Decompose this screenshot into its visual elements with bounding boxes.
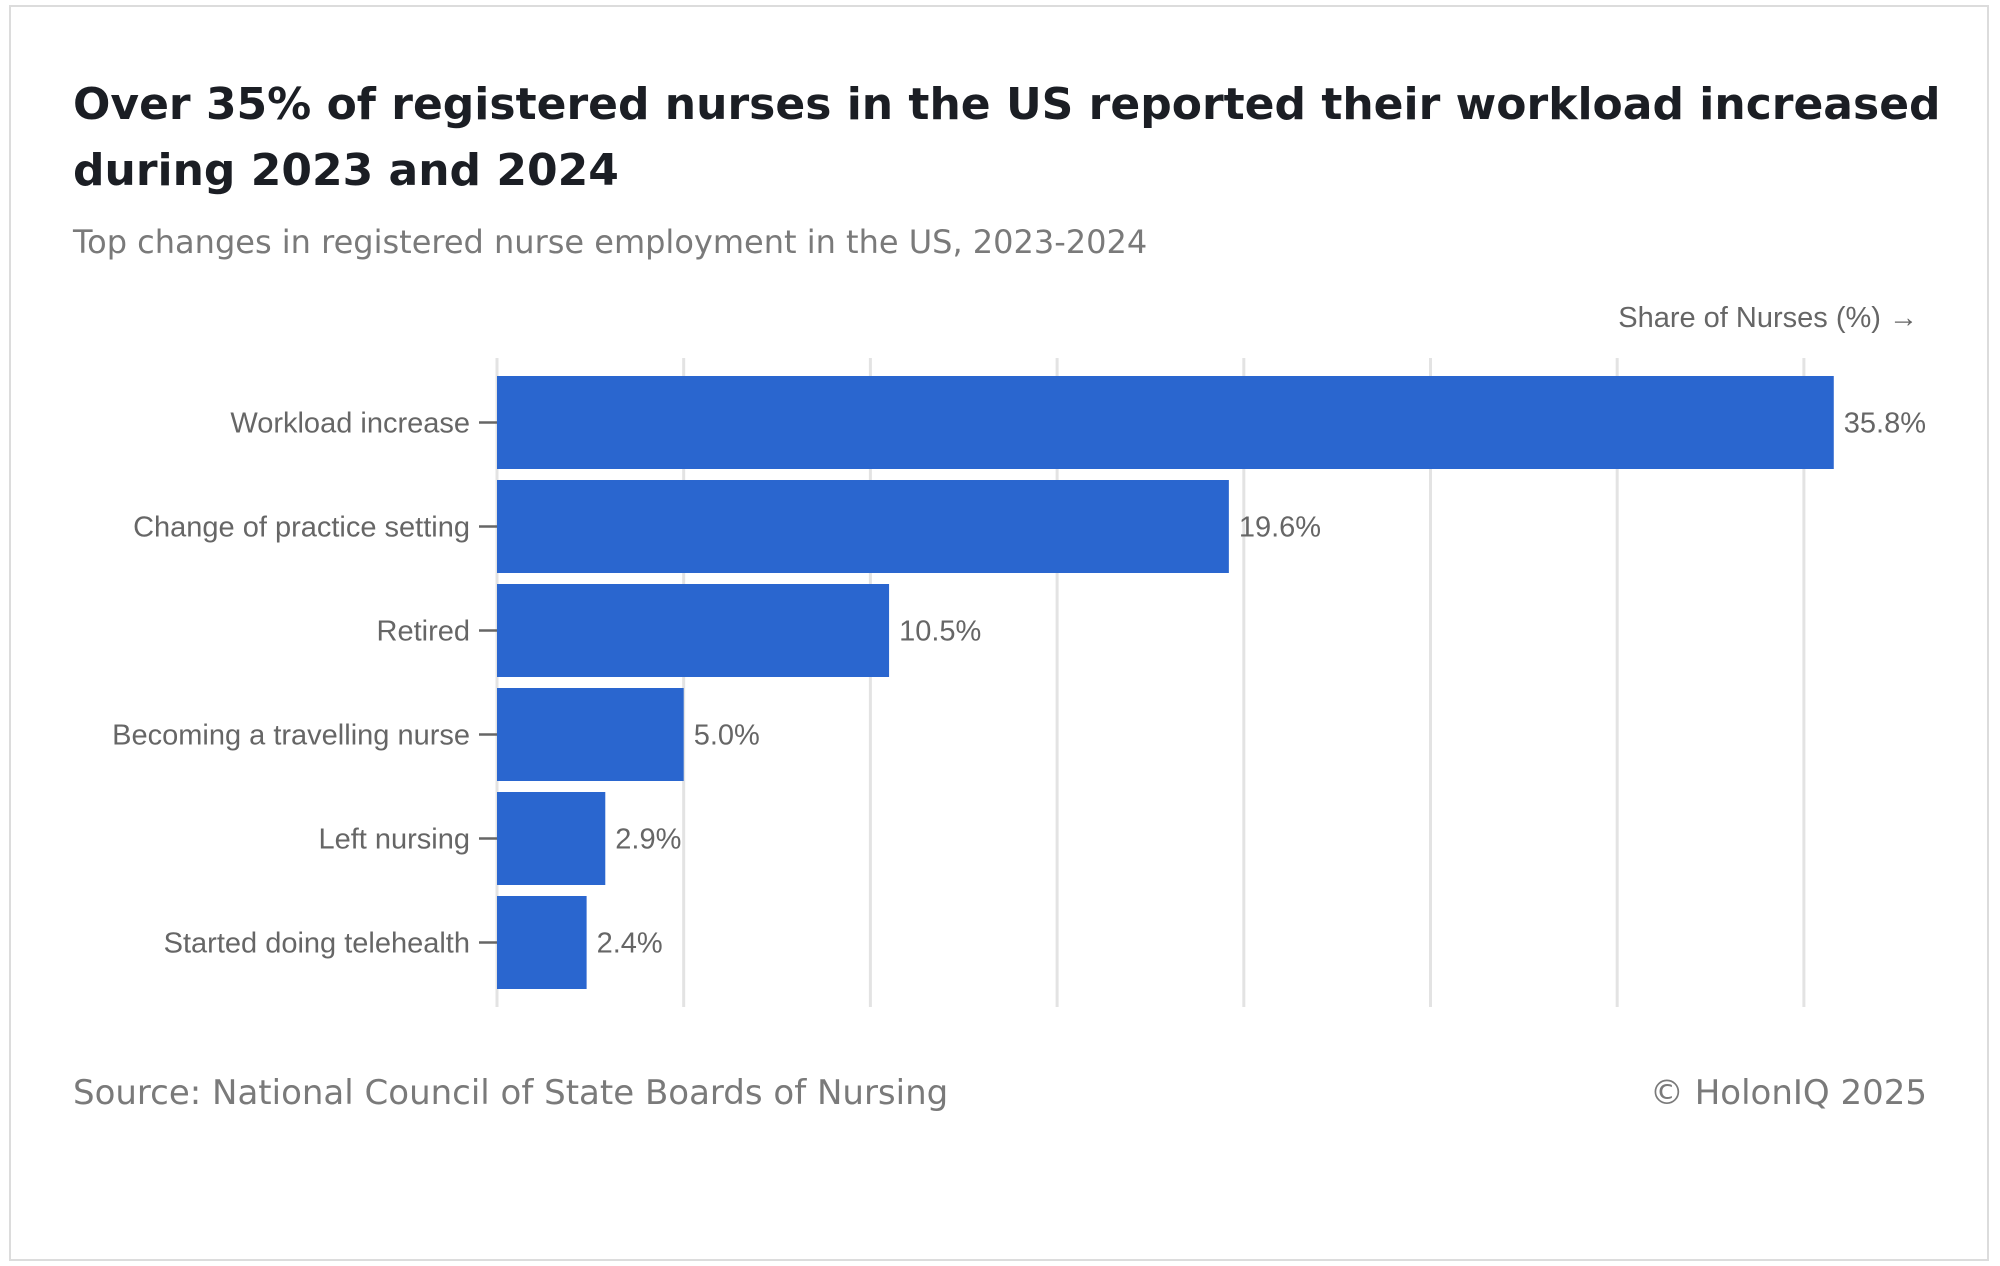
category-label: Started doing telehealth [164,928,470,960]
chart-title: Over 35% of registered nurses in the US … [73,79,1941,196]
category-label: Change of practice setting [133,512,470,544]
labels: Workload increase 35.8% Change of practice… [112,408,1926,960]
value-label: 2.9% [615,824,681,856]
category-ticks [479,421,497,944]
bar [497,584,890,677]
x-axis-title: Share of Nurses (%) → [1618,302,1918,334]
value-label: 19.6% [1239,512,1321,544]
value-label: 10.5% [899,616,981,648]
value-label: 35.8% [1844,408,1926,440]
bars [497,376,1834,989]
category-label: Left nursing [318,824,470,856]
bar [497,688,684,781]
category-label: Becoming a travelling nurse [112,720,470,752]
chart-subtitle: Top changes in registered nurse employme… [73,223,1148,261]
bar [497,896,587,989]
category-label: Retired [377,616,471,648]
category-label: Workload increase [230,408,470,440]
chart-card [9,5,1989,1261]
bar [497,480,1229,573]
bar [497,792,606,885]
value-label: 5.0% [694,720,760,752]
source-note: Source: National Council of State Boards… [73,1073,949,1113]
value-label: 2.4% [597,928,663,960]
bar [497,376,1834,469]
copyright-credit: © HolonIQ 2025 [1649,1073,1927,1113]
